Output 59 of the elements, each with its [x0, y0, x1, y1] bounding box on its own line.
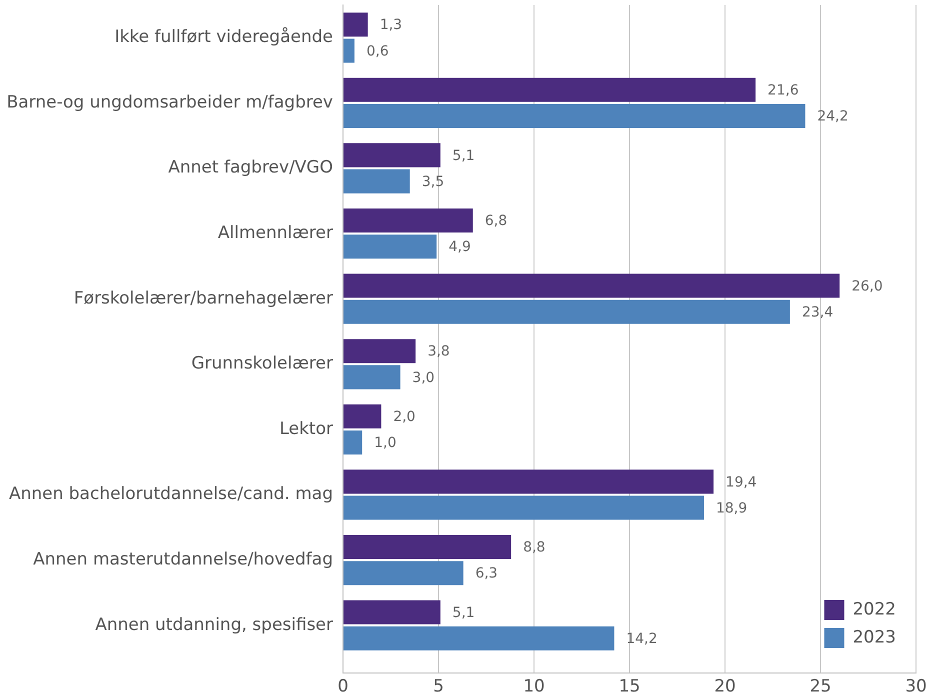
- x-tick-label: 20: [714, 676, 736, 697]
- data-label: 18,9: [716, 500, 748, 516]
- y-tick-label: Annet fagbrev/VGO: [168, 158, 333, 178]
- legend-label: 2022: [852, 599, 896, 620]
- data-label: 23,4: [802, 304, 834, 321]
- bar: [344, 561, 464, 586]
- bar: [344, 78, 756, 102]
- y-tick-label: Lektor: [279, 418, 333, 439]
- bar: [344, 404, 382, 428]
- data-label: 6,8: [484, 213, 508, 230]
- bar: [344, 274, 840, 298]
- data-label: 19,4: [726, 474, 757, 490]
- y-tick-label: Annen bachelorutdannelse/cand. mag: [8, 484, 333, 504]
- bar: [344, 365, 400, 390]
- x-tick-label: 10: [523, 676, 545, 697]
- bar: [344, 169, 410, 194]
- data-label: 8,8: [523, 540, 546, 556]
- bar: [344, 38, 354, 63]
- data-label: 1,0: [374, 435, 396, 452]
- data-label: 24,2: [817, 108, 848, 125]
- data-label: 3,8: [428, 344, 450, 360]
- data-label: 0,6: [366, 43, 389, 60]
- bar: [344, 12, 368, 37]
- y-tick-label: Barne-og ungdomsarbeider m/fagbrev: [6, 92, 333, 112]
- bar: [344, 470, 714, 494]
- legend-label: 2023: [852, 627, 896, 648]
- x-tick-label: 15: [618, 676, 640, 697]
- x-tick-label: 30: [905, 676, 927, 697]
- data-label: 21,6: [768, 82, 799, 99]
- bar: [344, 430, 362, 455]
- data-label: 3,5: [422, 174, 444, 190]
- bar: [344, 626, 614, 650]
- bar: [344, 339, 416, 364]
- data-label: 1,3: [380, 17, 402, 34]
- data-label: 5,1: [452, 604, 475, 621]
- data-label: 6,3: [475, 566, 498, 582]
- bar: [344, 534, 512, 559]
- bar: [344, 143, 440, 168]
- bar: [344, 496, 704, 520]
- data-label: 3,0: [412, 370, 435, 386]
- data-label: 5,1: [452, 148, 475, 164]
- y-tick-label: Grunnskolelærer: [191, 354, 333, 374]
- data-label: 4,9: [448, 239, 471, 256]
- data-label: 14,2: [626, 631, 658, 648]
- y-tick-label: Annen masterutdannelse/hovedfag: [33, 549, 333, 570]
- y-tick-label: Ikke fullført videregående: [114, 27, 333, 48]
- bar: [344, 600, 440, 624]
- y-tick-label: Annen utdanning, spesifiser: [95, 614, 334, 635]
- x-tick-label: 5: [433, 676, 444, 697]
- bar: [344, 208, 473, 232]
- bar: [344, 300, 790, 324]
- x-tick-label: 25: [810, 676, 832, 697]
- x-tick-label: 0: [338, 676, 348, 697]
- bar: [344, 104, 806, 128]
- data-label: 26,0: [852, 278, 883, 294]
- y-tick-label: Allmennlærer: [218, 222, 334, 243]
- y-tick-label: Førskolelærer/barnehagelærer: [74, 288, 334, 308]
- bar: [344, 234, 437, 259]
- data-label: 2,0: [393, 409, 416, 426]
